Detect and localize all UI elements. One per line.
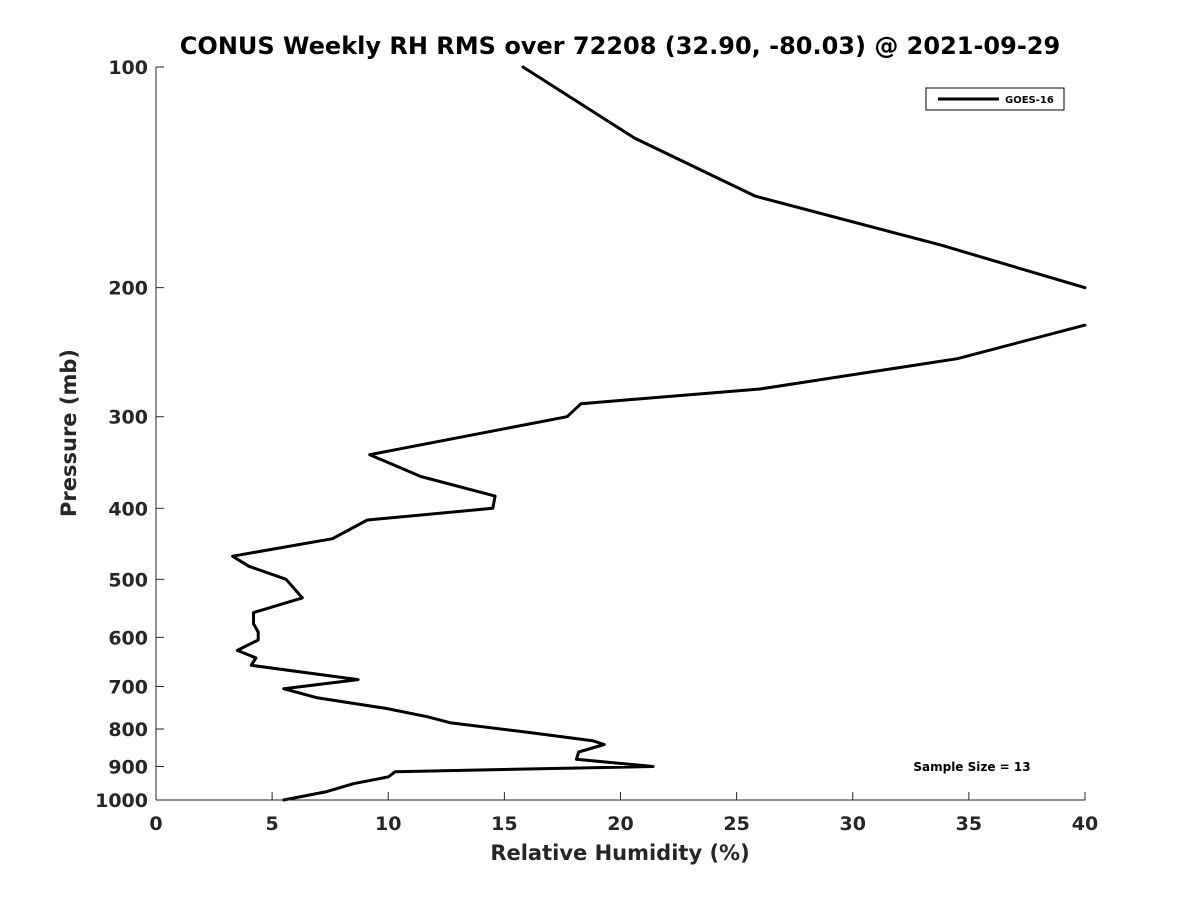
y-tick-label: 700 — [108, 676, 148, 698]
x-tick-label: 15 — [491, 813, 517, 835]
x-tick-label: 20 — [607, 813, 633, 835]
series-line-goes-16 — [231, 323, 1087, 802]
y-tick-label: 100 — [108, 57, 148, 79]
series-line-goes-16 — [521, 65, 1087, 290]
y-tick-label: 200 — [108, 278, 148, 300]
y-tick-label: 300 — [108, 407, 148, 429]
legend: GOES-16 — [925, 87, 1065, 111]
chart-title: CONUS Weekly RH RMS over 72208 (32.90, -… — [180, 32, 1060, 60]
series-group — [231, 65, 1087, 802]
x-tick-label: 25 — [723, 813, 749, 835]
x-tick-label: 40 — [1072, 813, 1098, 835]
sample-size-annotation: Sample Size = 13 — [913, 760, 1030, 774]
x-tick-label: 5 — [266, 813, 279, 835]
y-tick-label: 1000 — [95, 790, 148, 812]
x-tick-label: 0 — [149, 813, 162, 835]
y-tick-label: 900 — [108, 756, 148, 778]
x-tick-label: 35 — [956, 813, 982, 835]
x-tick-label: 30 — [840, 813, 866, 835]
y-tick-label: 600 — [108, 627, 148, 649]
axis-ticks: 0 5 10 15 20 25 30 35 40 100 200 300 400 500 600 700 800… — [95, 57, 1098, 835]
y-tick-label: 500 — [108, 569, 148, 591]
y-tick-label: 800 — [108, 719, 148, 741]
y-tick-label: 400 — [108, 498, 148, 520]
legend-entry-goes-16: GOES-16 — [1005, 95, 1054, 106]
y-axis-label: Pressure (mb) — [57, 349, 81, 517]
x-axis-label: Relative Humidity (%) — [490, 841, 749, 865]
x-tick-label: 10 — [375, 813, 401, 835]
plot-area — [156, 67, 1085, 800]
